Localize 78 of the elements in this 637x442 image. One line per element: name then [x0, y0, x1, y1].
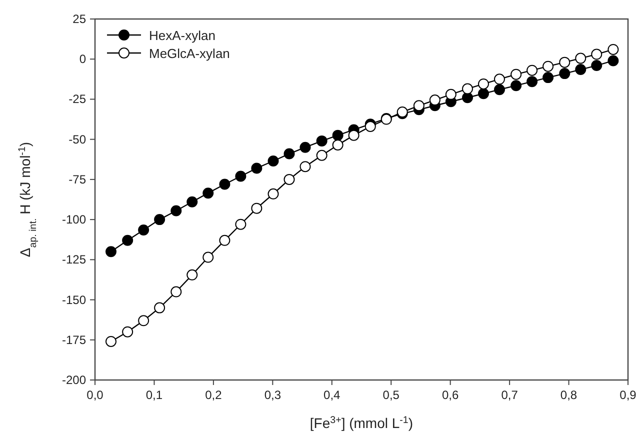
- point: [478, 88, 489, 100]
- point: [462, 92, 474, 104]
- point: [364, 121, 376, 132]
- y-tick-label: -75: [68, 172, 86, 186]
- point: [268, 188, 279, 200]
- point: [219, 234, 230, 246]
- point: [235, 218, 246, 230]
- point: [575, 64, 586, 76]
- point: [154, 302, 166, 314]
- y-tick-label: -200: [62, 373, 86, 387]
- point: [348, 130, 360, 141]
- point: [413, 100, 424, 112]
- y-tick-label: -125: [62, 252, 86, 267]
- point: [251, 202, 262, 214]
- point: [575, 52, 586, 64]
- point: [268, 155, 279, 166]
- point: [170, 286, 182, 298]
- x-tick-label: 0,7: [501, 388, 518, 402]
- y-tick-label: -150: [62, 292, 86, 307]
- y-tick-label: 25: [72, 12, 86, 26]
- x-tick-label: 0,6: [442, 388, 459, 402]
- point: [284, 174, 295, 185]
- point: [591, 48, 602, 60]
- y-tick-label: -175: [62, 332, 86, 347]
- x-tick-label: 0,1: [146, 388, 163, 402]
- y-tick-label: 0: [79, 52, 86, 66]
- point: [186, 196, 198, 208]
- point: [332, 130, 344, 141]
- point: [429, 94, 440, 106]
- point: [170, 205, 182, 216]
- x-tick-label: 0,2: [205, 388, 222, 402]
- x-axis-title: [Fe$^{3+}$] (mmol L$^{-1}$): [310, 414, 414, 431]
- y-tick-label: -25: [68, 92, 86, 106]
- point: [608, 44, 619, 55]
- point: [591, 60, 602, 72]
- point: [478, 78, 489, 90]
- point: [251, 162, 262, 174]
- point: [526, 76, 538, 88]
- x-tick-label: 0,5: [382, 388, 400, 402]
- x-tick-label: 0,9: [620, 388, 637, 402]
- point: [219, 178, 230, 190]
- point: [494, 74, 505, 85]
- point: [608, 55, 619, 66]
- x-tick-label: 0,3: [264, 388, 282, 402]
- point: [542, 72, 554, 84]
- point: [138, 224, 150, 236]
- point: [316, 135, 328, 146]
- point: [300, 161, 311, 172]
- x-tick-label: 0,8: [560, 388, 578, 402]
- point: [284, 148, 295, 160]
- point: [202, 188, 214, 199]
- point: [138, 315, 150, 326]
- point: [300, 142, 311, 153]
- point: [510, 68, 522, 80]
- point: [235, 170, 246, 182]
- point: [202, 252, 214, 263]
- point: [122, 234, 134, 246]
- point: [105, 246, 116, 258]
- y-tick-label: -50: [68, 132, 86, 146]
- point: [186, 269, 198, 280]
- point: [122, 326, 134, 338]
- point: [332, 139, 344, 150]
- point: [316, 150, 328, 161]
- point: [526, 64, 538, 76]
- point: [559, 56, 570, 68]
- point: [542, 60, 554, 72]
- x-tick-label: 0,0: [86, 388, 104, 402]
- point: [154, 214, 166, 226]
- point: [445, 88, 456, 100]
- point: [105, 336, 116, 347]
- point: [494, 84, 505, 96]
- x-tick-label: 0,4: [324, 388, 341, 402]
- legend-label: MeGlcA-xylan: [149, 46, 230, 61]
- legend-label: HexA-xylan: [149, 28, 216, 43]
- point: [559, 68, 570, 80]
- point: [462, 83, 474, 94]
- point: [510, 80, 522, 92]
- y-tick-label: -100: [62, 212, 86, 227]
